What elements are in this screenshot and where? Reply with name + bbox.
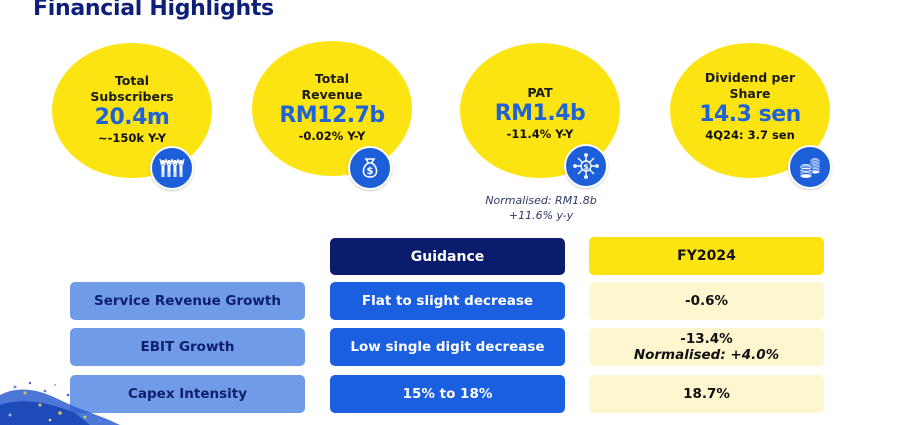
people-icon — [150, 146, 194, 190]
fy2024-service-revenue-growth: -0.6% — [589, 282, 824, 320]
metric-change: -11.4% Y-Y — [506, 127, 574, 141]
metric-label: Revenue — [301, 87, 363, 102]
guidance-service-revenue-growth: Flat to slight decrease — [330, 282, 565, 320]
decorative-splash-graphic — [0, 381, 120, 425]
pat-normalised-value: Normalised: RM1.8b — [485, 194, 597, 207]
metric-change: ~-150k Y-Y — [97, 131, 167, 145]
svg-text:$: $ — [367, 166, 374, 177]
fy2024-normalised-note: Normalised: +4.0% — [633, 347, 780, 363]
metric-label: Share — [729, 86, 771, 101]
metric-value: RM1.4b — [494, 101, 586, 126]
fy2024-capex-intensity: 18.7% — [589, 375, 824, 413]
metric-change: -0.02% Y-Y — [298, 129, 366, 143]
fy2024-ebit-growth: -13.4% Normalised: +4.0% — [589, 328, 824, 366]
fy2024-value: 18.7% — [683, 386, 730, 402]
pat-normalised-note: Normalised: RM1.8b +11.6% y-y — [466, 193, 616, 223]
page-title: Financial Highlights — [33, 0, 274, 21]
coins-icon — [788, 145, 832, 189]
metric-total-subscribers: Total Subscribers 20.4m ~-150k Y-Y — [52, 43, 212, 178]
metric-change: 4Q24: 3.7 sen — [705, 128, 795, 142]
guidance-header: Guidance — [330, 238, 565, 275]
metric-value: 14.3 sen — [699, 102, 801, 127]
pat-normalised-change: +11.6% y-y — [508, 209, 574, 222]
fy2024-value: -0.6% — [684, 293, 729, 309]
metric-value: RM12.7b — [279, 103, 385, 128]
metric-label: Total — [314, 71, 350, 86]
metric-label: PAT — [527, 85, 553, 100]
money-bag-icon: $ — [348, 146, 392, 190]
dollar-network-icon: $ — [564, 144, 608, 188]
guidance-capex-intensity: 15% to 18% — [330, 375, 565, 413]
fy2024-value: -13.4% — [680, 331, 733, 347]
fy2024-header: FY2024 — [589, 237, 824, 275]
svg-text:$: $ — [583, 163, 589, 172]
row-label-ebit-growth: EBIT Growth — [70, 328, 305, 366]
row-label-service-revenue-growth: Service Revenue Growth — [70, 282, 305, 320]
guidance-ebit-growth: Low single digit decrease — [330, 328, 565, 366]
row-label-capex-intensity: Capex Intensity — [70, 375, 305, 413]
metric-label: Dividend per — [704, 70, 796, 85]
metric-label: Total — [114, 73, 150, 88]
metric-value: 20.4m — [94, 105, 170, 130]
metric-label: Subscribers — [90, 89, 174, 104]
